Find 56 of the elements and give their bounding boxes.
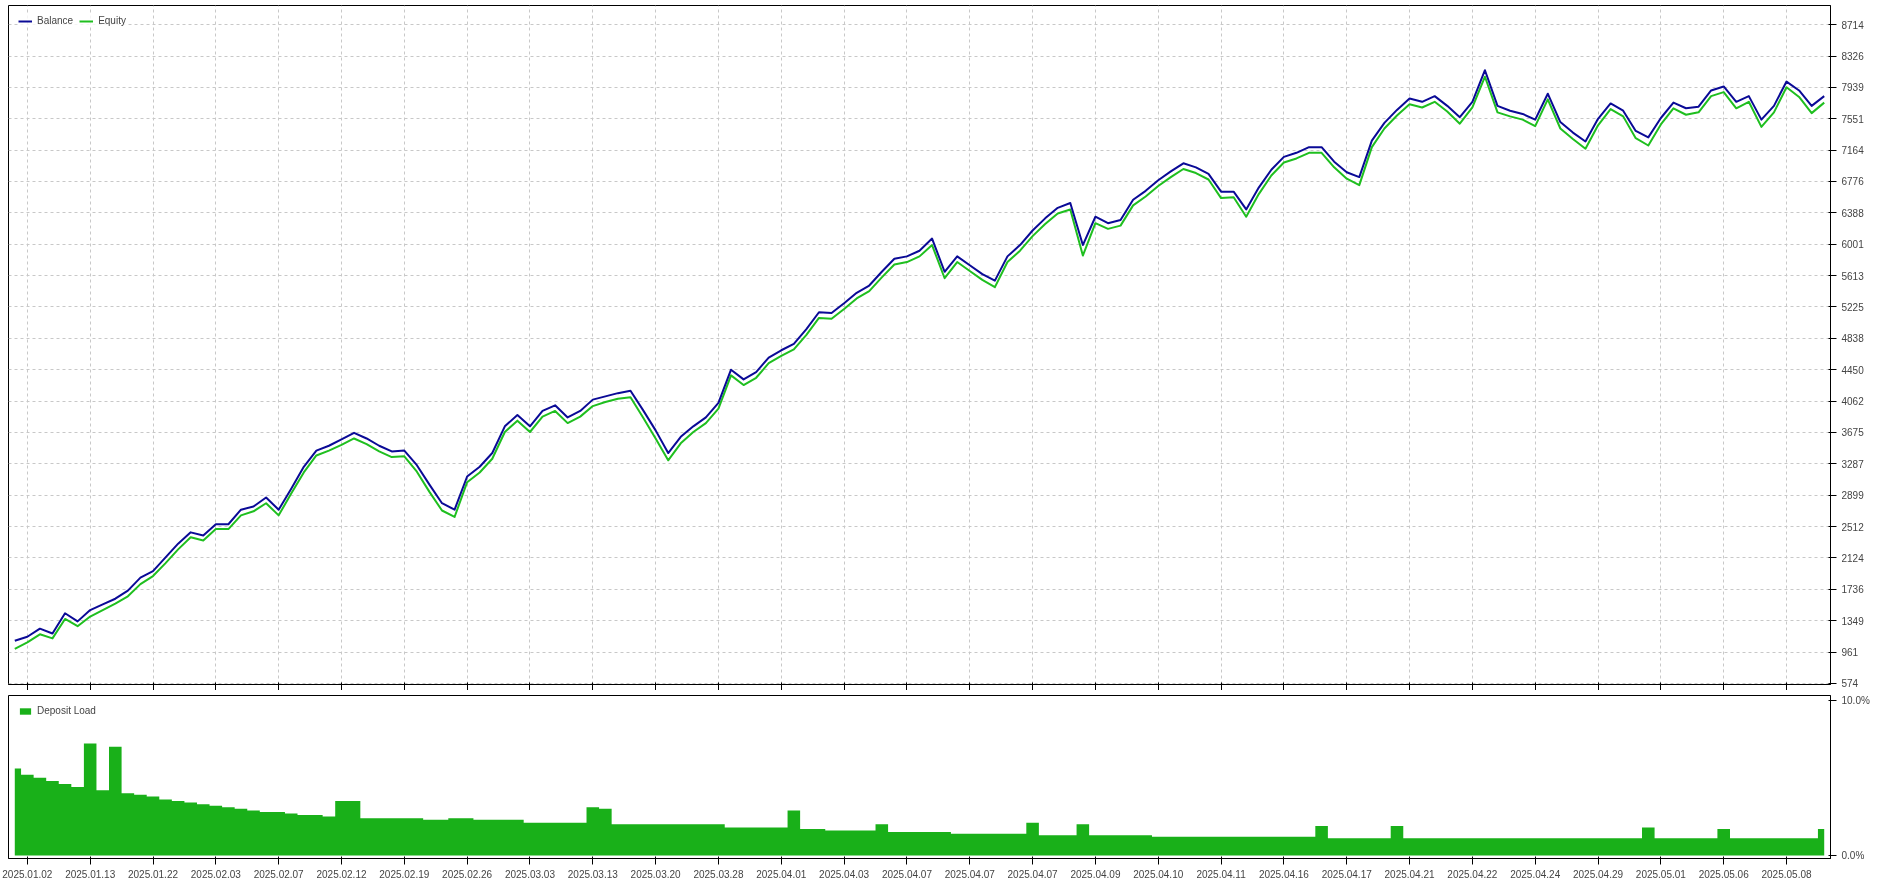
x-tick-label: 2025.03.13 [567, 868, 619, 880]
x-tick-label: 2025.04.07 [944, 868, 996, 880]
x-tick-label: 2025.04.21 [1384, 868, 1436, 880]
y-tick-label: 961 [1841, 647, 1859, 659]
y-tick-label: 3675 [1841, 427, 1865, 439]
x-tick-label: 2025.04.24 [1510, 868, 1561, 880]
legend-label: Balance [37, 15, 74, 26]
y-tick-label: 2512 [1841, 521, 1865, 533]
x-tick-label: 2025.04.07 [881, 868, 933, 880]
x-tick-label: 2025.04.03 [819, 868, 870, 880]
y-tick-label: 3287 [1841, 458, 1865, 470]
y-tick-label: 4450 [1841, 364, 1865, 376]
y-tick-label: 1736 [1841, 584, 1865, 596]
y-tick-label: 2124 [1841, 552, 1865, 564]
x-tick-label: 2025.04.16 [1258, 868, 1310, 880]
x-tick-label: 2025.04.29 [1573, 868, 1624, 880]
y-tick-label: 4838 [1841, 333, 1865, 345]
x-tick-label: 2025.01.22 [127, 868, 179, 880]
y-tick-label: 6001 [1841, 239, 1865, 251]
y-tick-label: 574 [1841, 678, 1859, 690]
y-tick-label: 5613 [1841, 270, 1865, 282]
x-tick-label: 2025.05.08 [1761, 868, 1812, 880]
x-tick-label: 2025.05.01 [1635, 868, 1687, 880]
legend-label: Equity [98, 15, 126, 26]
y-tick-label: 4062 [1841, 396, 1865, 408]
x-tick-label: 2025.04.09 [1070, 868, 1121, 880]
y-tick-label: 5225 [1841, 301, 1865, 313]
legend-label: Deposit Load [37, 705, 96, 716]
x-tick-label: 2025.04.22 [1447, 868, 1498, 880]
x-tick-label: 2025.01.13 [65, 868, 116, 880]
x-tick-label: 2025.04.10 [1133, 868, 1184, 880]
x-tick-label: 2025.04.01 [756, 868, 807, 880]
x-tick-label: 2025.04.11 [1196, 868, 1247, 880]
x-tick-label: 2025.02.12 [316, 868, 367, 880]
x-tick-label: 2025.03.20 [630, 868, 682, 880]
x-tick-label: 2025.04.17 [1321, 868, 1373, 880]
x-tick-label: 2025.05.06 [1698, 868, 1750, 880]
x-tick-label: 2025.04.07 [1007, 868, 1059, 880]
y-tick-label: 10.0% [1841, 694, 1870, 706]
y-tick-label: 2899 [1841, 490, 1865, 502]
y-tick-label: 7939 [1841, 82, 1865, 94]
y-tick-label: 8326 [1841, 51, 1865, 62]
x-tick-label: 2025.02.19 [379, 868, 430, 880]
x-tick-label: 2025.02.26 [442, 868, 493, 880]
y-tick-label: 8714 [1841, 19, 1865, 31]
x-tick-label: 2025.03.28 [693, 868, 744, 880]
y-tick-label: 1349 [1841, 615, 1865, 627]
y-tick-label: 6776 [1841, 176, 1865, 188]
y-tick-label: 7551 [1841, 113, 1865, 125]
y-tick-label: 6388 [1841, 207, 1865, 219]
y-tick-label: 7164 [1841, 145, 1865, 157]
x-tick-label: 2025.02.07 [253, 868, 305, 880]
x-tick-label: 2025.02.03 [190, 868, 242, 880]
x-tick-label: 2025.01.02 [2, 868, 53, 880]
y-tick-label: 0.0% [1841, 849, 1865, 861]
x-tick-label: 2025.03.03 [504, 868, 556, 880]
